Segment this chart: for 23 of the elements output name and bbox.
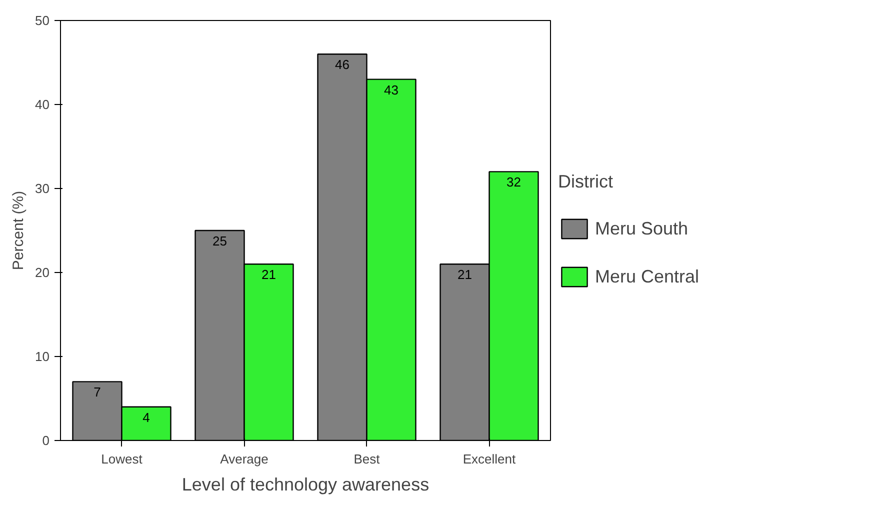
y-tick-label: 10: [35, 349, 50, 364]
legend-title: District: [558, 172, 614, 192]
data-label: 4: [142, 410, 150, 425]
y-axis-title: Percent (%): [10, 190, 28, 270]
data-label: 7: [94, 384, 101, 400]
x-axis-title: Level of technology awareness: [182, 474, 430, 494]
y-tick-label: 30: [35, 181, 50, 196]
data-label: 21: [262, 267, 276, 282]
y-tick-label: 50: [35, 13, 50, 28]
data-label: 32: [506, 174, 521, 190]
x-tick-label: Best: [354, 452, 380, 466]
data-label: 46: [335, 57, 350, 72]
data-label: 25: [212, 234, 227, 248]
y-tick-label: 20: [35, 265, 50, 280]
data-label: 21: [458, 267, 472, 282]
legend-label: Meru South: [595, 218, 688, 239]
y-tick-label: 0: [42, 433, 50, 448]
data-label: 43: [384, 82, 398, 98]
x-tick-label: Excellent: [462, 452, 516, 466]
y-tick-label: 40: [35, 97, 50, 112]
legend-label: Meru Central: [595, 266, 700, 287]
x-tick-label: Lowest: [101, 452, 143, 466]
x-tick-label: Average: [220, 452, 268, 466]
